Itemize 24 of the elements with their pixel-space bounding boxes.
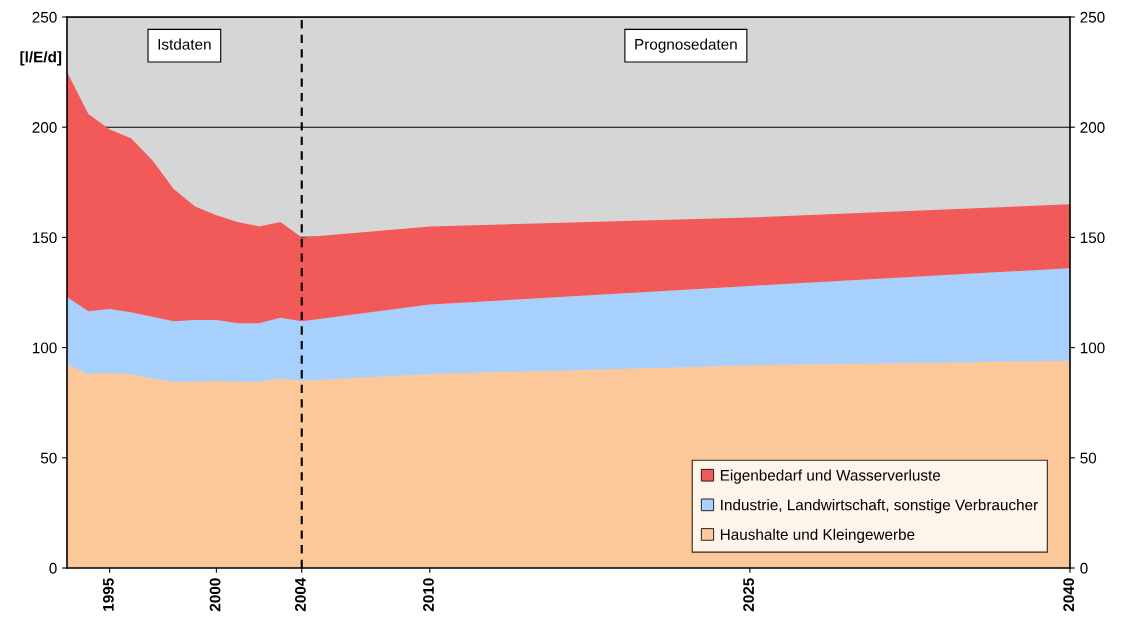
y-tick-label: 50 <box>40 452 57 464</box>
y-tick-label: 0 <box>49 562 57 574</box>
x-tick-label: 2004 <box>295 577 306 612</box>
annotation: Prognosedaten <box>635 38 737 53</box>
x-tick-label: 2025 <box>743 578 754 612</box>
y2-tick-label: 200 <box>1080 122 1105 133</box>
x-tick-label: 2010 <box>423 578 434 612</box>
y2-tick-label: 250 <box>1080 11 1105 23</box>
legend-label: Eigenbedarf und Wasserverluste <box>720 469 941 484</box>
y-tick-label: 150 <box>32 232 57 244</box>
x-tick-label: 2000 <box>209 578 221 612</box>
legend-label: Haushalte und Kleingewerbe <box>720 528 915 543</box>
y2-tick-label: 100 <box>1080 342 1105 354</box>
y-tick-label: 100 <box>32 342 57 354</box>
y-tick-label: 250 <box>32 11 57 23</box>
y2-tick-label: 150 <box>1080 232 1105 244</box>
y2-tick-label: 0 <box>1080 562 1088 574</box>
y-axis-title: [l/E/d] <box>20 51 62 66</box>
legend-label: Industrie, Landwirtschaft, sonstige Verbraucher <box>721 499 1038 514</box>
y2-tick-label: 50 <box>1080 452 1097 464</box>
annotation: Istdaten <box>158 38 211 50</box>
x-tick-label: 2040 <box>1063 578 1075 612</box>
y-tick-label: 200 <box>32 122 57 133</box>
x-tick-label: 1995 <box>102 578 114 611</box>
